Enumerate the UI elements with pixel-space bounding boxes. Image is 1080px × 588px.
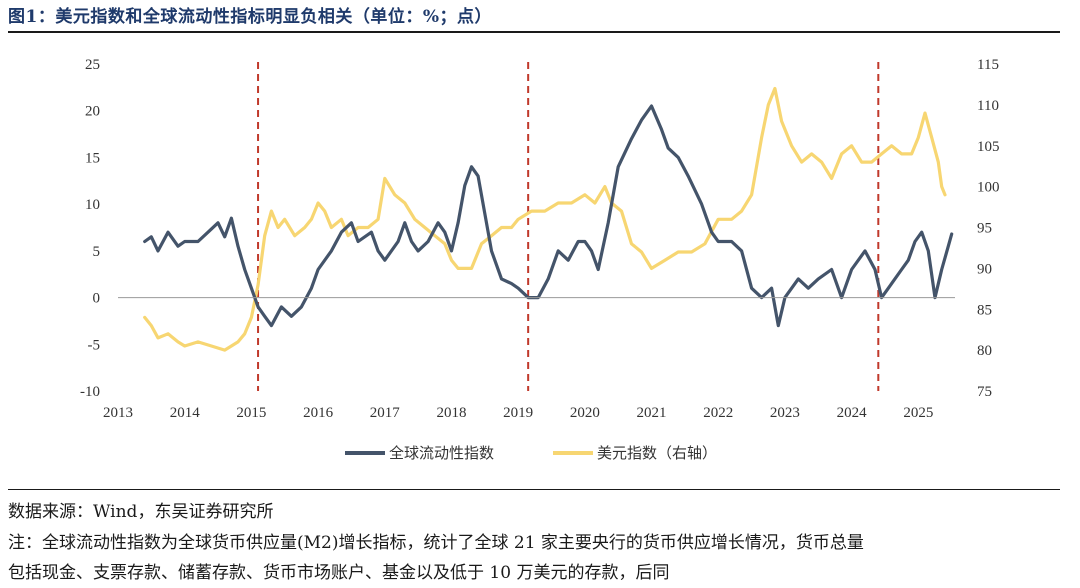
right-tick-label: 115 <box>977 57 999 73</box>
right-tick-label: 95 <box>977 221 992 237</box>
series-line-liquidity-index <box>143 104 954 328</box>
figure-title: 图1：美元指数和全球流动性指标明显负相关（单位：%；点） <box>8 7 492 27</box>
x-axis-ticks: 2013 2014 2015 2016 2017 2018 2019 2020 2021 2022… <box>103 405 933 421</box>
footer-rule <box>8 489 1060 490</box>
left-tick-label: 20 <box>85 104 100 120</box>
x-tick-label: 2020 <box>570 405 600 421</box>
source-note: 数据来源：Wind，东吴证券研究所 <box>8 502 274 522</box>
x-tick-label: 2019 <box>503 405 533 421</box>
note-line-2: 包括现金、支票存款、储蓄存款、货币市场账户、基金以及低于 10 万美元的存款，后… <box>8 563 670 583</box>
x-tick-label: 2024 <box>837 405 868 421</box>
series-line-dollar-index <box>143 86 947 352</box>
left-tick-label: -10 <box>80 384 100 400</box>
legend-item-liquidity-index-label: 全球流动性指数 <box>389 444 494 462</box>
x-tick-label: 2017 <box>370 405 401 421</box>
x-tick-label: 2018 <box>436 405 466 421</box>
right-axis-ticks: 75 80 85 90 95 100 105 110 115 <box>977 57 1000 400</box>
x-tick-label: 2022 <box>703 405 733 421</box>
x-tick-label: 2023 <box>770 405 800 421</box>
left-axis-ticks: -10 -5 0 5 10 15 20 25 <box>80 57 100 400</box>
left-tick-label: 5 <box>93 244 101 260</box>
x-tick-label: 2015 <box>236 405 266 421</box>
note-line-1: 注：全球流动性指数为全球货币供应量(M2)增长指标，统计了全球 21 家主要央行… <box>8 533 864 553</box>
left-tick-label: 25 <box>85 57 100 73</box>
right-tick-label: 100 <box>977 180 1000 196</box>
left-tick-label: 10 <box>85 197 100 213</box>
title-rule <box>8 31 1060 33</box>
right-tick-label: 90 <box>977 261 992 277</box>
x-tick-label: 2025 <box>903 405 933 421</box>
left-tick-label: -5 <box>88 337 101 353</box>
x-tick-label: 2013 <box>103 405 133 421</box>
legend: 全球流动性指数 美元指数（右轴） <box>345 444 717 462</box>
right-tick-label: 80 <box>977 343 992 359</box>
right-tick-label: 110 <box>977 98 999 114</box>
right-tick-label: 85 <box>977 302 992 318</box>
legend-item-dollar-index-label: 美元指数（右轴） <box>597 444 717 462</box>
x-tick-label: 2021 <box>637 405 667 421</box>
x-tick-label: 2016 <box>303 405 334 421</box>
right-tick-label: 105 <box>977 139 1000 155</box>
vertical-marker-lines <box>257 62 880 391</box>
x-tick-label: 2014 <box>170 405 201 421</box>
right-tick-label: 75 <box>977 384 992 400</box>
left-tick-label: 0 <box>93 291 101 307</box>
series-lines <box>143 86 954 352</box>
left-tick-label: 15 <box>85 150 100 166</box>
